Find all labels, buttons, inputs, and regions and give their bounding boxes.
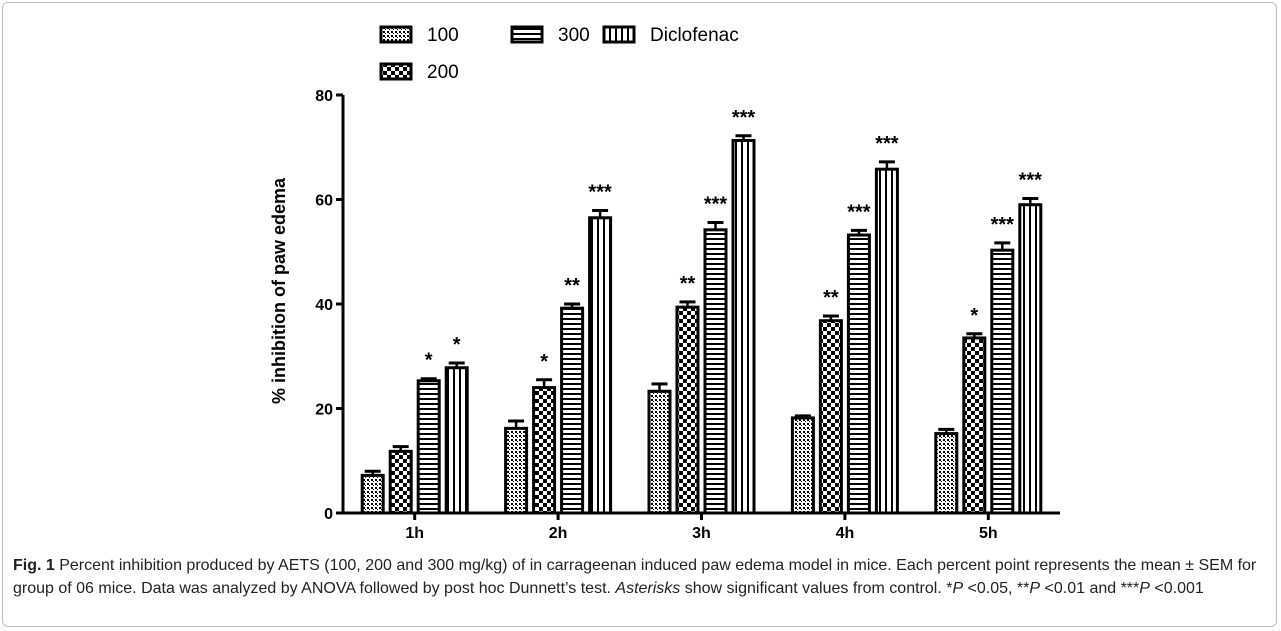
x-tick-label: 3h: [692, 525, 711, 542]
x-tick-label: 5h: [979, 525, 998, 542]
caption-p-symbol: P: [952, 580, 964, 597]
bar: [416, 379, 441, 515]
x-tick-label: 2h: [549, 525, 568, 542]
bar: [703, 228, 728, 515]
significance-label: ***: [991, 214, 1015, 236]
significance-label: ***: [732, 107, 756, 129]
caption-text: <0.01 and ***: [1040, 580, 1140, 597]
caption-text: Percent inhibition produced by AETS (100…: [13, 557, 1257, 597]
y-tick-label: 0: [324, 506, 333, 523]
significance-label: ***: [1019, 169, 1043, 191]
significance-label: *: [425, 350, 433, 372]
y-tick-label: 80: [315, 88, 333, 105]
legend-swatch: [379, 25, 413, 44]
legend-swatch: [379, 62, 413, 81]
bar: [532, 386, 557, 515]
legend-label: 100: [427, 25, 459, 46]
bar: [1018, 203, 1043, 515]
significance-label: **: [564, 275, 580, 297]
significance-label: **: [823, 287, 839, 309]
significance-label: ***: [875, 133, 899, 155]
legend-label: Diclofenac: [650, 25, 739, 46]
significance-label: *: [540, 351, 548, 373]
bar: [560, 306, 585, 515]
bar: [588, 216, 613, 515]
y-tick-label: 40: [315, 297, 333, 314]
significance-label: ***: [588, 181, 612, 203]
significance-label: ***: [704, 193, 728, 215]
y-tick-label: 60: [315, 193, 333, 210]
caption-p-symbol: P: [1139, 580, 1150, 597]
bar: [444, 366, 469, 515]
bar: [388, 449, 413, 515]
legend-swatch: [602, 25, 636, 44]
significance-label: ***: [847, 201, 871, 223]
bar: [990, 248, 1015, 515]
bar: [818, 319, 843, 515]
bar: [962, 336, 987, 515]
plot-area: 0204060801h**2h******3h********4h*******…: [315, 88, 1060, 542]
significance-label: *: [970, 305, 978, 327]
bar: [647, 389, 672, 515]
bar: [731, 138, 756, 515]
bar: [790, 416, 815, 515]
y-axis-label: % inhibition of paw edema: [269, 177, 289, 404]
legend-label: 300: [558, 25, 590, 46]
caption-label: Fig. 1: [13, 557, 55, 574]
figure-caption: Fig. 1 Percent inhibition produced by AE…: [13, 554, 1268, 600]
x-tick-label: 4h: [836, 525, 855, 542]
bar: [934, 432, 959, 515]
legend-swatch: [510, 25, 544, 44]
legend: 100 200 300 Diclofenac: [379, 25, 739, 83]
y-tick-label: 20: [315, 402, 333, 419]
bar: [874, 167, 899, 515]
caption-asterisks-word: Asterisks: [615, 580, 681, 597]
significance-label: **: [680, 273, 696, 295]
legend-label: 200: [427, 62, 459, 83]
significance-label: *: [453, 334, 461, 356]
caption-text: <0.001: [1149, 580, 1204, 597]
bar: [360, 473, 385, 515]
caption-text: show significant values from control. *: [680, 580, 953, 597]
bar: [846, 233, 871, 515]
bar: [504, 426, 529, 515]
caption-p-symbol: P: [1029, 580, 1041, 597]
x-tick-label: 1h: [405, 525, 424, 542]
bar: [675, 305, 700, 515]
caption-text: <0.05, **: [963, 580, 1030, 597]
